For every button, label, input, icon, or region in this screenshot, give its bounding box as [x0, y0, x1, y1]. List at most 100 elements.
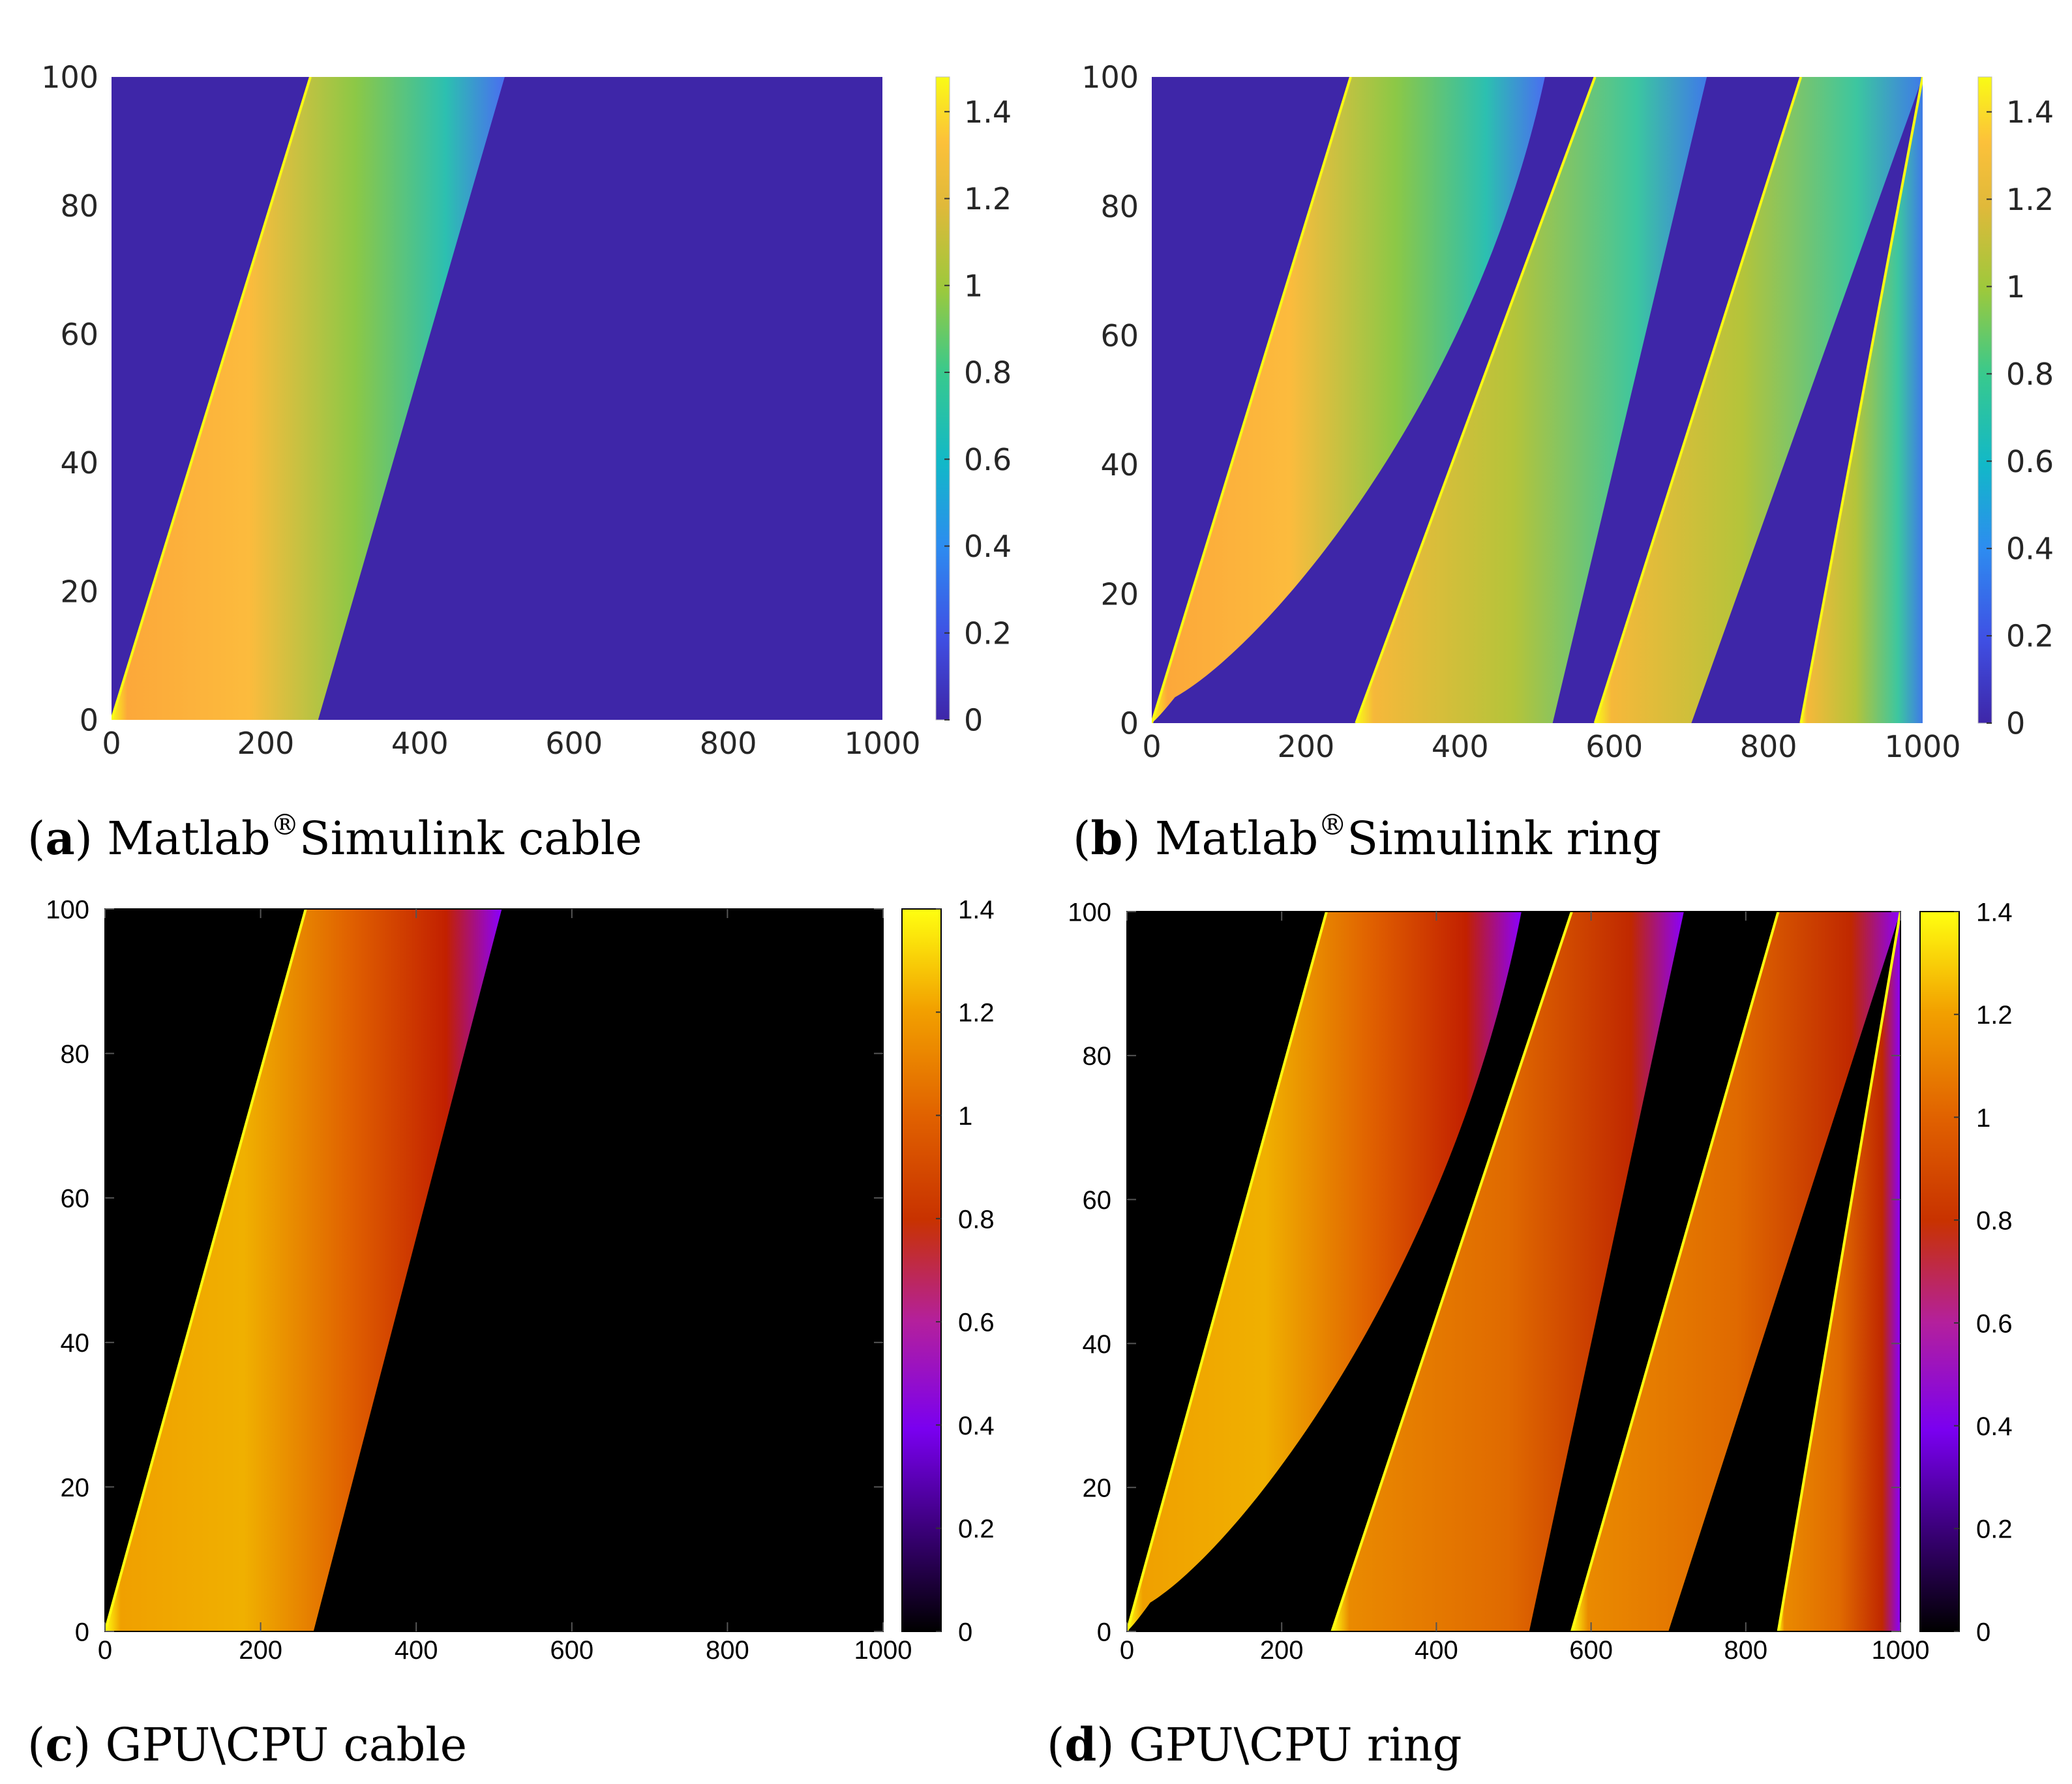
x-tick-label: 600 — [550, 1636, 593, 1665]
caption-text-rest: Simulink cable — [299, 812, 642, 865]
caption-text: GPU\CPU ring — [1129, 1718, 1462, 1772]
x-tick-label: 1000 — [854, 1636, 912, 1665]
y-tick-label: 60 — [1100, 318, 1139, 353]
caption-registered-mark: ® — [271, 809, 299, 842]
caption-label: d — [1064, 1717, 1096, 1772]
y-tick-label: 100 — [41, 60, 98, 95]
caption-paren-close: ) — [75, 812, 108, 865]
band-front-edge — [1570, 912, 1780, 1631]
caption-label: c — [45, 1717, 73, 1772]
colorbar-tick-label: 1 — [958, 1102, 972, 1131]
colorbar-tick-label: 0 — [2006, 706, 2025, 741]
colorbar-tick-label: 1.2 — [964, 181, 1012, 216]
heatmap-band — [1571, 912, 1900, 1631]
y-tick-label: 60 — [61, 1185, 90, 1213]
y-tick-label: 80 — [61, 1040, 90, 1069]
x-tick-label: 400 — [391, 726, 449, 761]
colorbar-tick-label: 1.4 — [964, 95, 1012, 130]
colorbar-tick-label: 0.4 — [1976, 1412, 2013, 1441]
x-tick-label: 600 — [1569, 1636, 1613, 1665]
heatmap-band — [1127, 912, 1522, 1631]
caption-paren-open: ( — [27, 1718, 45, 1772]
x-tick-label: 0 — [1142, 729, 1161, 764]
y-tick-label: 100 — [46, 895, 89, 924]
colorbar-tick-label: 1.4 — [958, 895, 995, 924]
colorbar-tick-label: 0.8 — [2006, 357, 2054, 392]
y-tick-label: 40 — [60, 445, 98, 481]
plot-frame — [104, 908, 884, 1632]
y-tick-label: 20 — [60, 574, 98, 609]
colorbar-tick-label: 1.4 — [2006, 95, 2054, 130]
x-tick-label: 200 — [237, 726, 294, 761]
y-tick-label: 20 — [1100, 576, 1139, 612]
band-front-edge — [1799, 77, 1923, 723]
heatmap-band — [105, 909, 502, 1631]
panel-b: 0 200 400 600 800 100002040608010000.20.40.60… — [1073, 60, 2054, 865]
plot-frame — [1126, 911, 1901, 1632]
colorbar-tick-label: 0 — [964, 703, 983, 738]
x-tick-label: 800 — [1724, 1636, 1767, 1665]
caption-label: b — [1090, 811, 1122, 865]
y-tick-label: 20 — [61, 1474, 90, 1502]
band-front-edge — [1593, 77, 1803, 723]
y-tick-label: 0 — [1097, 1618, 1111, 1646]
colorbar-tick-label: 1 — [1976, 1104, 1990, 1133]
caption-text: Matlab — [1155, 812, 1318, 865]
x-tick-label: 800 — [1740, 729, 1797, 764]
colorbar-tick-label: 0.8 — [1976, 1207, 2013, 1236]
colorbar-tick-label: 0.8 — [964, 355, 1012, 391]
heatmap-bands — [105, 909, 502, 1631]
colorbar-tick-label: 1 — [964, 268, 983, 303]
x-tick-label: 400 — [395, 1636, 438, 1665]
heatmap-bands — [1127, 912, 1900, 1631]
x-tick-label: 1000 — [844, 726, 920, 761]
caption-text-rest: Simulink ring — [1347, 812, 1661, 865]
caption-paren-close: ) — [1096, 1718, 1129, 1772]
y-tick-label: 40 — [61, 1329, 90, 1358]
y-tick-label: 40 — [1083, 1330, 1112, 1359]
colorbar-tick-label: 0.4 — [2006, 531, 2054, 567]
y-tick-label: 60 — [60, 317, 98, 352]
heatmap-band — [112, 77, 505, 720]
heatmap-band — [1332, 912, 1684, 1631]
colorbar — [901, 908, 942, 1632]
band-front-edge — [1127, 912, 1328, 1631]
y-tick-label: 0 — [80, 703, 98, 738]
colorbar-tick-label: 0.6 — [958, 1309, 995, 1337]
panel-caption: (d) GPU\CPU ring — [1047, 1717, 1462, 1772]
colorbar-tick-label: 1.2 — [2006, 182, 2054, 217]
x-tick-label: 200 — [1277, 729, 1334, 764]
colorbar-tick-label: 0.4 — [964, 529, 1012, 564]
colorbar — [1919, 911, 1960, 1632]
colorbar-tick-label: 1.2 — [1976, 1001, 2013, 1030]
x-tick-label: 1000 — [1884, 729, 1960, 764]
caption-paren-open: ( — [27, 812, 45, 865]
y-tick-label: 100 — [1081, 60, 1139, 95]
y-tick-label: 60 — [1083, 1186, 1112, 1215]
colorbar — [1977, 76, 1992, 724]
caption-paren-close: ) — [73, 1718, 106, 1772]
colorbar — [935, 76, 950, 721]
caption-paren-close: ) — [1122, 812, 1155, 865]
x-tick-label: 0 — [98, 1636, 112, 1665]
x-tick-label: 600 — [545, 726, 603, 761]
y-tick-label: 80 — [60, 188, 98, 224]
panel-a: 0 200 400 600 800 100002040608010000.20.40.60… — [27, 60, 1012, 865]
caption-paren-open: ( — [1073, 812, 1090, 865]
x-tick-label: 200 — [1260, 1636, 1304, 1665]
colorbar-tick-label: 0.6 — [1976, 1309, 2013, 1338]
colorbar-tick-label: 1 — [2006, 269, 2025, 305]
x-tick-label: 800 — [706, 1636, 749, 1665]
y-tick-label: 20 — [1083, 1474, 1112, 1503]
heatmap-bands — [112, 77, 505, 720]
colorbar-tick-label: 0 — [1976, 1618, 1990, 1646]
band-front-edge — [112, 77, 312, 720]
band-front-edge — [1355, 77, 1597, 723]
panel-caption: (b) Matlab®Simulink ring — [1073, 809, 1661, 865]
y-tick-label: 80 — [1083, 1042, 1112, 1071]
caption-registered-mark: ® — [1318, 809, 1347, 842]
band-front-edge — [1777, 912, 1900, 1631]
band-front-edge — [1152, 77, 1352, 723]
caption-paren-open: ( — [1047, 1718, 1064, 1772]
